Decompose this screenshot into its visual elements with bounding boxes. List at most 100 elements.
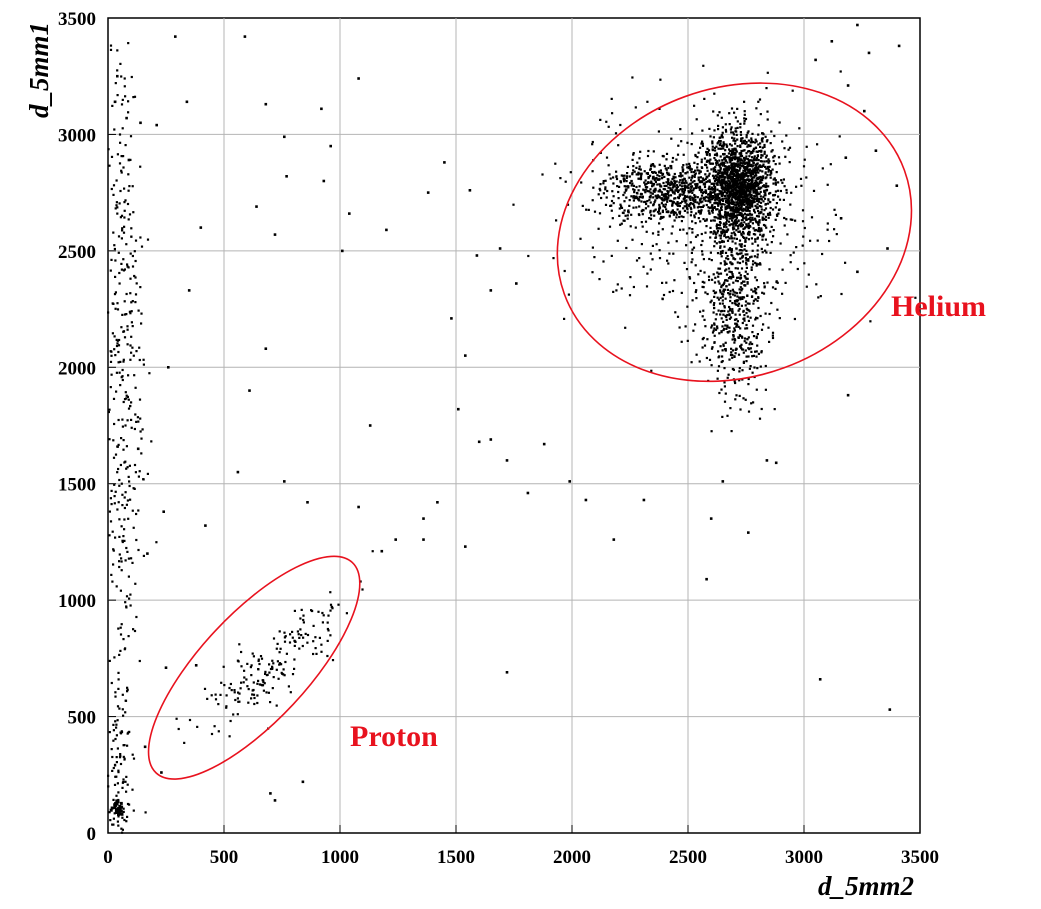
data-point [643,200,646,204]
data-point [131,185,134,188]
data-point [739,145,742,148]
data-point [125,313,128,316]
data-point [647,205,650,208]
data-point [745,311,748,315]
data-point [735,201,738,204]
data-point [751,156,754,159]
data-point [741,198,744,201]
data-point [113,244,116,247]
data-point [750,182,753,185]
data-point [754,350,757,353]
data-point [728,307,732,310]
data-point [755,335,758,338]
data-point [747,197,750,200]
data-point [622,177,625,180]
data-point [124,95,127,98]
data-point [752,168,755,171]
data-point [749,168,752,171]
data-point [710,347,714,350]
data-point [276,642,279,645]
data-point [755,355,758,358]
data-point [283,636,286,639]
data-point [123,85,126,88]
data-point [745,323,748,327]
data-point [109,44,113,47]
data-point [722,293,725,296]
data-point [751,222,754,225]
data-point [760,247,763,250]
data-point [760,205,763,208]
data-point [755,174,758,177]
data-point [708,212,711,215]
data-point [746,145,749,148]
data-point [809,239,812,242]
data-point [664,203,667,206]
data-point [740,343,743,346]
data-point [745,249,748,252]
data-point [759,175,762,178]
data-point [641,213,644,216]
data-point [761,217,764,220]
data-point [727,168,731,171]
data-point [725,318,728,321]
data-point [745,236,748,239]
data-point [731,216,734,219]
data-point [736,182,739,185]
data-point [742,232,745,235]
data-point [134,413,137,416]
data-point [326,621,329,624]
data-point [734,220,737,223]
data-point [631,173,634,176]
data-point [757,296,760,299]
data-point [118,553,121,556]
data-point [761,291,764,294]
data-point [118,338,121,342]
data-point [790,191,793,194]
data-point [747,355,750,358]
data-point [723,234,726,238]
data-point [726,279,729,282]
data-point [751,176,754,179]
data-point [679,172,682,175]
data-point [693,180,696,183]
data-point [110,354,113,357]
data-point [856,23,859,27]
data-point [750,255,753,258]
data-point [196,725,199,728]
data-point [116,445,119,448]
data-point [715,160,718,163]
data-point [738,313,741,316]
data-point [730,190,733,193]
data-point [688,165,691,169]
data-point [109,819,112,822]
data-point [123,461,126,464]
data-point [715,161,718,164]
data-point [116,49,119,52]
data-point [293,609,296,612]
data-point [757,215,760,218]
data-point [740,185,743,188]
data-point [744,300,748,303]
data-point [721,199,725,202]
data-point [762,213,765,216]
data-point [741,137,744,140]
data-point [680,340,683,343]
data-point [772,235,775,238]
data-point [737,336,740,339]
data-point [714,328,718,331]
data-point [737,163,740,166]
data-point [732,281,735,284]
data-point [345,612,348,615]
data-point [697,179,700,182]
data-point [721,295,724,298]
data-point [727,235,730,239]
data-point [675,216,678,219]
data-point [753,159,756,162]
data-point [737,353,741,356]
data-point [721,251,724,254]
data-point [618,185,621,188]
data-point [734,398,737,401]
data-point [275,647,278,650]
data-point [766,110,769,113]
data-point [718,241,721,244]
